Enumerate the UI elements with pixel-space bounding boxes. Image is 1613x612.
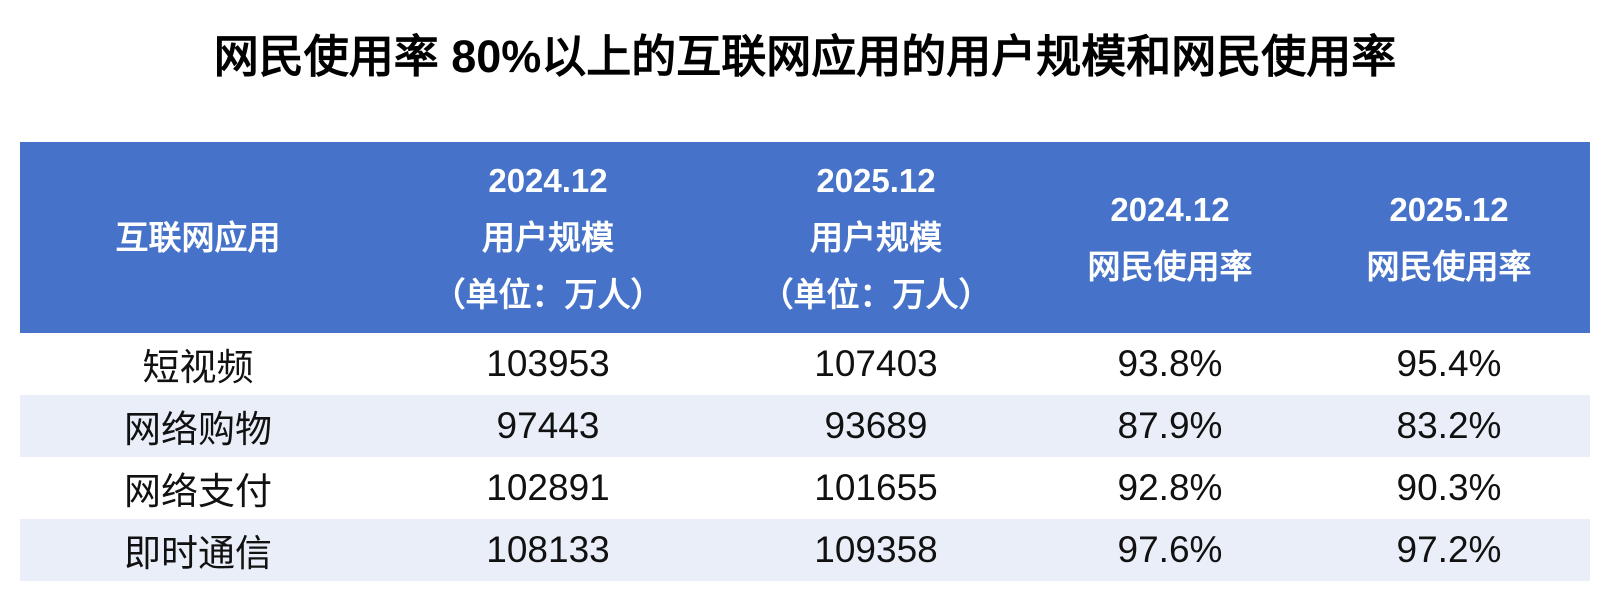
table-row-short-video: 短视频 103953 107403 93.8% 95.4% (20, 333, 1590, 395)
cell-rate-2025: 97.2% (1396, 529, 1502, 570)
table-body: 短视频 103953 107403 93.8% 95.4% 网络购物 97443… (20, 333, 1590, 581)
cell-rate-2024: 93.8% (1117, 343, 1223, 384)
header-row: 互联网应用 2024.12 用户规模 （单位：万人） 2025.12 用户规模 … (20, 142, 1590, 333)
cell-app-name: 即时通信 (124, 533, 272, 574)
header-line: 2025.12 (816, 162, 936, 199)
header-line: 用户规模 (482, 219, 614, 256)
header-line: （单位：万人） (432, 276, 664, 313)
cell-scale-2025: 93689 (824, 405, 928, 446)
header-cell-scale-2024: 2024.12 用户规模 （单位：万人） (376, 142, 720, 333)
header-line: 2024.12 (488, 162, 608, 199)
cell-rate-2024: 87.9% (1117, 405, 1223, 446)
cell-rate-2025: 95.4% (1396, 343, 1502, 384)
header-line: （单位：万人） (760, 276, 992, 313)
table-header: 互联网应用 2024.12 用户规模 （单位：万人） 2025.12 用户规模 … (20, 142, 1590, 333)
cell-scale-2024: 97443 (496, 405, 600, 446)
cell-app-name: 网络支付 (124, 471, 272, 512)
header-cell-app: 互联网应用 (20, 142, 376, 333)
header-cell-rate-2024: 2024.12 网民使用率 (1032, 142, 1308, 333)
header-cell-rate-2025: 2025.12 网民使用率 (1308, 142, 1590, 333)
table-row-instant-messaging: 即时通信 108133 109358 97.6% 97.2% (20, 519, 1590, 581)
header-line: 网民使用率 (1087, 247, 1253, 285)
header-line: 用户规模 (810, 219, 942, 256)
usage-table: 互联网应用 2024.12 用户规模 （单位：万人） 2025.12 用户规模 … (20, 142, 1590, 581)
header-line: 2025.12 (1389, 190, 1509, 228)
cell-rate-2024: 97.6% (1117, 529, 1223, 570)
page-title: 网民使用率 80%以上的互联网应用的用户规模和网民使用率 (213, 31, 1397, 82)
cell-scale-2025: 101655 (814, 467, 938, 508)
cell-app-name: 网络购物 (124, 409, 272, 450)
cell-rate-2025: 83.2% (1396, 405, 1502, 446)
cell-rate-2024: 92.8% (1117, 467, 1223, 508)
table-row-online-payment: 网络支付 102891 101655 92.8% 90.3% (20, 457, 1590, 519)
header-cell-scale-2025: 2025.12 用户规模 （单位：万人） (720, 142, 1032, 333)
table-row-online-shopping: 网络购物 97443 93689 87.9% 83.2% (20, 395, 1590, 457)
cell-scale-2024: 108133 (486, 529, 610, 570)
header-line: 网民使用率 (1366, 247, 1532, 285)
header-line: 互联网应用 (115, 219, 281, 256)
header-line: 2024.12 (1110, 190, 1230, 228)
cell-scale-2025: 107403 (814, 343, 938, 384)
cell-rate-2025: 90.3% (1396, 467, 1502, 508)
cell-scale-2024: 102891 (486, 467, 610, 508)
cell-scale-2025: 109358 (814, 529, 938, 570)
cell-app-name: 短视频 (142, 347, 254, 388)
cell-scale-2024: 103953 (486, 343, 610, 384)
